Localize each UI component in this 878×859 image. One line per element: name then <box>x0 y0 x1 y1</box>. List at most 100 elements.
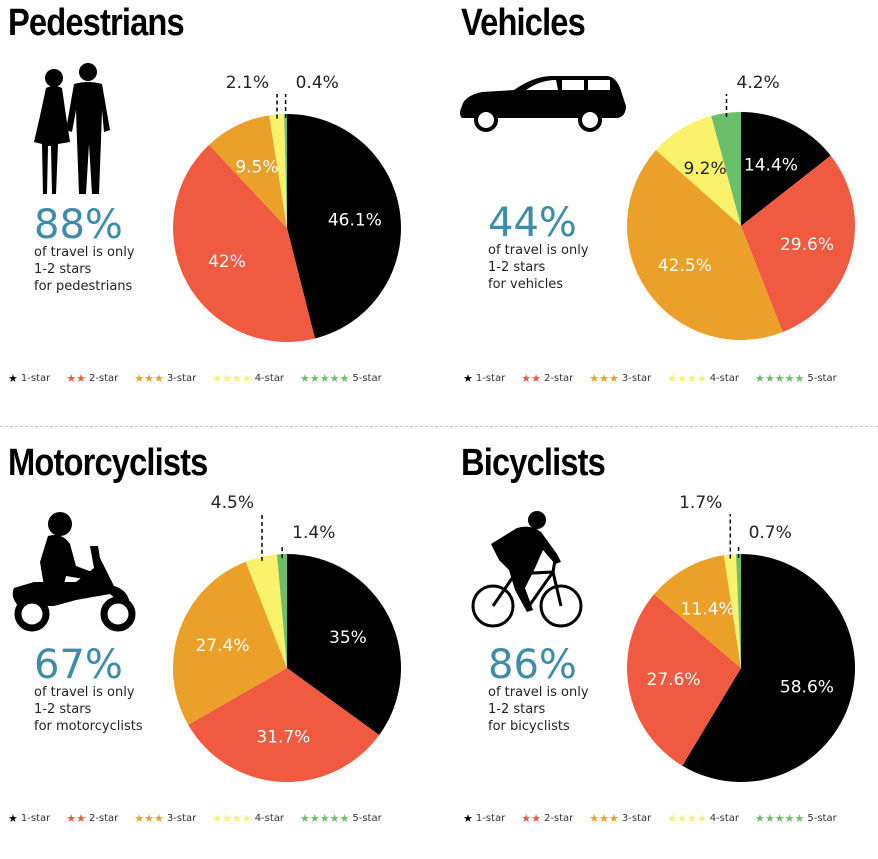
legend-label: 4-star <box>254 373 285 384</box>
panel-title: Motorcyclists <box>8 442 208 484</box>
slice-label: 27.6% <box>647 670 701 690</box>
pie-slice-1-star <box>287 554 401 736</box>
description: of travel is only 1-2 stars for motorcyc… <box>34 684 143 735</box>
slice-label: 1.7% <box>679 493 722 513</box>
legend: ★ 1-star ★★ 2-star ★★★ 3-star ★★★★ 4-star ★★★★★ 5… <box>463 372 837 385</box>
legend-item-1-star: ★ 1-star <box>463 812 505 825</box>
bicyclist-icon <box>471 511 583 628</box>
star-icon: ★★★ <box>589 812 619 825</box>
big-percentage: 88% <box>34 202 123 248</box>
legend-label: 4-star <box>254 813 285 824</box>
big-percentage: 44% <box>488 200 577 246</box>
slice-label: 29.6% <box>780 235 834 255</box>
pedestrians-icon <box>34 63 110 194</box>
pie-slice-5-star <box>276 554 287 668</box>
star-icon: ★★ <box>521 812 541 825</box>
pie-slice-2-star <box>741 155 855 333</box>
pie-slice-1-star <box>287 114 402 339</box>
description: of travel is only 1-2 stars for vehicles <box>488 242 589 293</box>
legend-item-2-star: ★★ 2-star <box>66 372 118 385</box>
slice-label: 42.5% <box>658 256 712 276</box>
legend-label: 5-star <box>807 813 837 824</box>
slice-label: 0.4% <box>296 73 339 93</box>
desc-line: 1-2 stars <box>488 260 546 275</box>
desc-line: 1-2 stars <box>34 262 92 277</box>
pie-slice-3-star <box>209 115 287 228</box>
slice-label: 58.6% <box>780 677 834 697</box>
star-icon: ★★★★★ <box>300 812 350 825</box>
slice-label: 4.2% <box>737 73 780 93</box>
legend-item-4-star: ★★★★ 4-star <box>667 812 739 825</box>
pie-slice-3-star <box>654 555 741 668</box>
star-icon: ★★★★★ <box>755 372 805 385</box>
legend-item-5-star: ★★★★★ 5-star <box>300 812 382 825</box>
legend-item-2-star: ★★ 2-star <box>521 372 573 385</box>
legend-item-1-star: ★ 1-star <box>8 372 50 385</box>
legend-label: 1-star <box>475 373 506 384</box>
slice-label: 0.7% <box>749 523 792 543</box>
legend-label: 4-star <box>709 813 740 824</box>
slice-label: 4.5% <box>211 493 254 513</box>
legend-item-5-star: ★★★★★ 5-star <box>755 372 837 385</box>
legend-label: 1-star <box>475 813 506 824</box>
star-icon: ★★★★ <box>667 372 707 385</box>
star-icon: ★★★★ <box>667 812 707 825</box>
pie-slice-4-star <box>655 115 741 226</box>
pie-chart-bicyclists: 58.6% 27.6% 11.4% 1.7% 0.7% <box>627 493 855 782</box>
legend-label: 5-star <box>807 373 837 384</box>
slice-label: 1.4% <box>292 523 335 543</box>
section-divider <box>0 426 878 427</box>
legend: ★ 1-star ★★ 2-star ★★★ 3-star ★★★★ 4-star ★★★★★ 5… <box>463 812 837 825</box>
legend-label: 3-star <box>621 813 652 824</box>
slice-label: 27.4% <box>195 636 249 656</box>
pie-slice-2-star <box>172 144 315 342</box>
slice-label: 42% <box>208 252 246 272</box>
legend: ★ 1-star ★★ 2-star ★★★ 3-star ★★★★ 4-star ★★★★★ 5… <box>8 812 382 825</box>
star-icon: ★★★ <box>134 812 164 825</box>
star-icon: ★★★ <box>589 372 619 385</box>
panel-title: Pedestrians <box>8 2 185 44</box>
legend-item-3-star: ★★★ 3-star <box>134 812 196 825</box>
legend-label: 2-star <box>88 813 119 824</box>
legend-item-4-star: ★★★★ 4-star <box>212 812 284 825</box>
slice-label: 9.2% <box>683 159 726 179</box>
legend-label: 3-star <box>166 813 197 824</box>
star-icon: ★ <box>463 372 473 385</box>
pie-slice-2-star <box>188 668 380 782</box>
pie-chart-vehicles: 14.4% 29.6% 42.5% 9.2% 4.2% <box>627 73 855 340</box>
panel-vehicles: Vehicles 44% of travel is only 1-2 stars… <box>439 0 878 419</box>
desc-line: of travel is only <box>34 245 135 260</box>
desc-line: of travel is only <box>488 243 589 258</box>
big-percentage: 67% <box>34 642 123 688</box>
desc-line: for motorcyclists <box>34 719 143 734</box>
legend-item-3-star: ★★★ 3-star <box>134 372 196 385</box>
legend: ★ 1-star ★★ 2-star ★★★ 3-star ★★★★ 4-star ★★★★★ 5… <box>8 372 382 385</box>
star-icon: ★★★★ <box>212 812 252 825</box>
slice-label: 2.1% <box>226 73 269 93</box>
motorcyclist-icon <box>12 512 136 632</box>
pie-slice-1-star <box>741 112 831 226</box>
description: of travel is only 1-2 stars for bicyclis… <box>488 684 589 735</box>
legend-label: 1-star <box>20 813 51 824</box>
pie-chart-pedestrians: 46.1% 42% 9.5% 2.1% 0.4% <box>172 73 402 342</box>
legend-item-2-star: ★★ 2-star <box>521 812 573 825</box>
pie-slice-5-star <box>711 112 741 226</box>
legend-label: 1-star <box>20 373 51 384</box>
legend-label: 2-star <box>88 373 119 384</box>
star-icon: ★ <box>8 372 18 385</box>
pie-slice-3-star <box>627 150 783 340</box>
legend-item-2-star: ★★ 2-star <box>66 812 118 825</box>
pie-chart-motorcyclists: 35% 31.7% 27.4% 4.5% 1.4% <box>173 493 401 782</box>
desc-line: of travel is only <box>34 685 135 700</box>
legend-item-3-star: ★★★ 3-star <box>589 372 651 385</box>
legend-item-1-star: ★ 1-star <box>463 372 505 385</box>
legend-item-5-star: ★★★★★ 5-star <box>755 812 837 825</box>
slice-label: 11.4% <box>681 599 735 619</box>
legend-item-4-star: ★★★★ 4-star <box>667 372 739 385</box>
legend-label: 3-star <box>166 373 197 384</box>
star-icon: ★★★★★ <box>300 372 350 385</box>
star-icon: ★★★ <box>134 372 164 385</box>
legend-label: 2-star <box>543 373 574 384</box>
car-icon <box>460 76 626 132</box>
legend-item-4-star: ★★★★ 4-star <box>212 372 284 385</box>
